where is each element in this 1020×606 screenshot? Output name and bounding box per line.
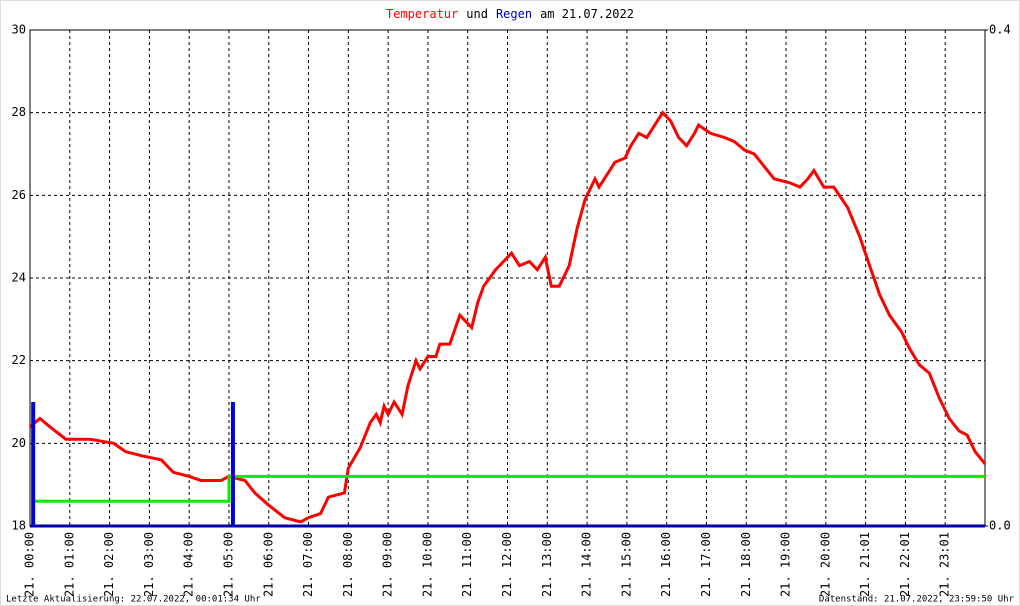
y-tick-label: 26: [12, 188, 26, 202]
x-tick-label: 21. 05:00: [221, 532, 235, 597]
x-tick-label: 21. 22:01: [898, 532, 912, 597]
y-tick-label: 18: [12, 519, 26, 533]
x-tick-label: 21. 14:00: [580, 532, 594, 597]
x-tick-label: 21. 16:00: [659, 532, 673, 597]
x-tick-label: 21. 07:00: [301, 532, 315, 597]
x-tick-label: 21. 08:00: [341, 532, 355, 597]
x-tick-label: 21. 11:00: [460, 532, 474, 597]
y-tick-label: 28: [12, 105, 26, 119]
title-part: und: [466, 7, 488, 21]
footer-right: Datenstand: 21.07.2022, 23:59:50 Uhr: [819, 595, 1015, 605]
x-tick-label: 21. 23:01: [938, 532, 952, 597]
bar: [230, 402, 235, 526]
x-tick-label: 21. 02:00: [102, 532, 116, 597]
x-tick-label: 21. 04:00: [182, 532, 196, 597]
bar: [31, 402, 36, 526]
x-tick-label: 21. 20:00: [818, 532, 832, 597]
chart-title: Temperatur und Regen am 21.07.2022: [386, 7, 634, 21]
y-tick-label: 30: [12, 23, 26, 37]
y-tick-label: 20: [12, 436, 26, 450]
x-tick-label: 21. 12:00: [500, 532, 514, 597]
x-tick-label: 21. 15:00: [619, 532, 633, 597]
x-tick-label: 21. 19:00: [779, 532, 793, 597]
y2-tick-label: 0.4: [989, 23, 1011, 37]
y-tick-label: 22: [12, 353, 26, 367]
y-tick-label: 24: [12, 271, 26, 285]
x-tick-label: 21. 09:00: [381, 532, 395, 597]
line: [34, 474, 985, 503]
x-tick-label: 21. 13:00: [540, 532, 554, 597]
x-tick-label: 21. 17:00: [699, 532, 713, 597]
x-tick-label: 21. 00:00: [23, 532, 37, 597]
x-tick-label: 21. 18:00: [739, 532, 753, 597]
x-tick-label: 21. 21:01: [858, 532, 872, 597]
title-part: Regen: [496, 7, 532, 21]
x-tick-label: 21. 10:00: [420, 532, 434, 597]
x-tick-label: 21. 01:00: [62, 532, 76, 597]
line: [29, 110, 987, 524]
y2-tick-label: 0.0: [989, 519, 1011, 533]
x-tick-label: 21. 06:00: [261, 532, 275, 597]
title-part: am 21.07.2022: [540, 7, 634, 21]
x-tick-label: 21. 03:00: [142, 532, 156, 597]
footer-left: Letzte Aktualisierung: 22.07.2022, 00:01…: [6, 595, 261, 605]
title-part: Temperatur: [386, 7, 458, 21]
